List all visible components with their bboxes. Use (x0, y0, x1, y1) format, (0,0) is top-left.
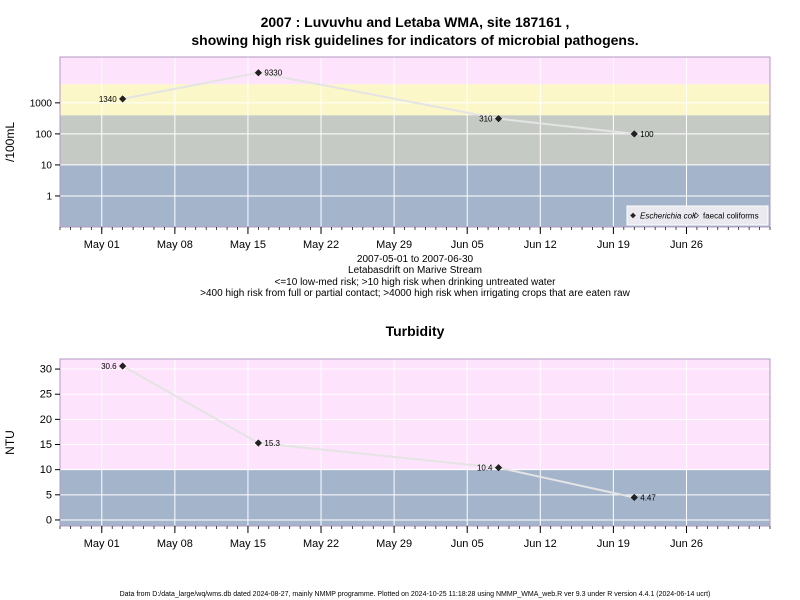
legend-box (626, 205, 769, 226)
data-point-2 (494, 463, 503, 472)
x-tick-label-6: Jun 12 (524, 538, 557, 550)
legend-label-1: faecal coliforms (703, 212, 759, 221)
risk-band-1 (60, 115, 770, 165)
data-label-0: 30.6 (101, 362, 117, 371)
y-tick-label-6: 30 (40, 364, 52, 376)
series-line-0 (122, 365, 635, 499)
x-tick-label-5: Jun 05 (451, 538, 484, 550)
y-axis-label: NTU (3, 430, 17, 455)
x-tick-label-0: May 01 (84, 538, 120, 550)
y-axis-label: /100mL (3, 122, 17, 162)
x-tick-label-3: May 22 (303, 538, 339, 550)
x-tick-label-5: Jun 05 (451, 239, 484, 251)
legend-marker-1 (693, 212, 699, 219)
y-tick-label-3: 15 (40, 439, 52, 451)
data-label-1: 9330 (264, 69, 282, 78)
x-tick-label-6: Jun 12 (524, 239, 557, 251)
risk-band-3 (60, 57, 770, 85)
microbial-plot: 1 10 100 1000 May 01 May 08 May 15 May 22 May 29… (3, 56, 771, 251)
data-point-2 (494, 114, 503, 123)
data-label-1: 15.3 (264, 439, 280, 448)
data-label-0: 1340 (99, 95, 117, 104)
chart1-caption-line1: 2007-05-01 to 2007-06-30 (357, 254, 474, 265)
y-tick-label-0: 0 (46, 514, 52, 526)
x-tick-label-1: May 08 (157, 239, 193, 251)
x-tick-label-3: May 22 (303, 239, 339, 251)
chart1-caption-line2: Letabasdrift on Marive Stream (348, 265, 482, 276)
chart1-title-line2: showing high risk guidelines for indicat… (191, 32, 638, 48)
data-point-1 (254, 69, 263, 77)
y-tick-label-2: 10 (40, 464, 52, 476)
x-tick-label-7: Jun 19 (597, 239, 630, 251)
data-point-0 (118, 362, 127, 370)
x-tick-label-8: Jun 26 (670, 239, 703, 251)
series-line-0 (122, 71, 635, 135)
x-tick-label-7: Jun 19 (597, 538, 630, 550)
x-tick-label-2: May 15 (230, 239, 266, 251)
data-label-3: 4.47 (640, 493, 656, 502)
data-label-2: 10.4 (477, 464, 493, 473)
y-tick-label-1: 10 (41, 160, 53, 171)
chart1-caption-line4: >400 high risk from full or partial cont… (200, 288, 630, 299)
data-point-0 (118, 95, 127, 103)
x-tick-label-1: May 08 (157, 538, 193, 550)
data-point-1 (254, 439, 263, 447)
chart2-title: Turbidity (386, 323, 445, 339)
x-tick-label-0: May 01 (84, 239, 120, 251)
y-tick-label-4: 20 (40, 414, 52, 426)
chart1-title-line1: 2007 : Luvuvhu and Letaba WMA, site 1871… (261, 14, 570, 30)
risk-band-1 (60, 359, 770, 470)
data-point-3 (630, 130, 638, 138)
risk-band-0 (60, 469, 770, 526)
x-tick-label-4: May 29 (376, 538, 412, 550)
y-tick-label-3: 1000 (30, 98, 53, 109)
y-tick-label-1: 5 (46, 489, 52, 501)
x-tick-label-2: May 15 (230, 538, 266, 550)
legend-marker-0 (630, 212, 636, 219)
y-tick-label-5: 25 (40, 389, 52, 401)
data-label-3: 100 (640, 130, 654, 139)
turbidity-plot: 0 5 10 15 20 25 30 May 01 May 08 May 15 May 22 May … (3, 358, 771, 550)
x-tick-label-4: May 29 (376, 239, 412, 251)
y-tick-label-0: 1 (46, 191, 52, 202)
risk-band-2 (60, 84, 770, 116)
chart1-caption-line3: <=10 low-med risk; >10 high risk when dr… (275, 277, 557, 288)
footer-note: Data from D:/data_large/wq/wms.db dated … (120, 591, 711, 598)
legend-label-0: Escherichia coli (640, 212, 696, 221)
data-label-2: 310 (479, 115, 493, 124)
y-tick-label-2: 100 (35, 129, 52, 140)
x-tick-label-8: Jun 26 (670, 538, 703, 550)
data-point-3 (630, 493, 638, 502)
